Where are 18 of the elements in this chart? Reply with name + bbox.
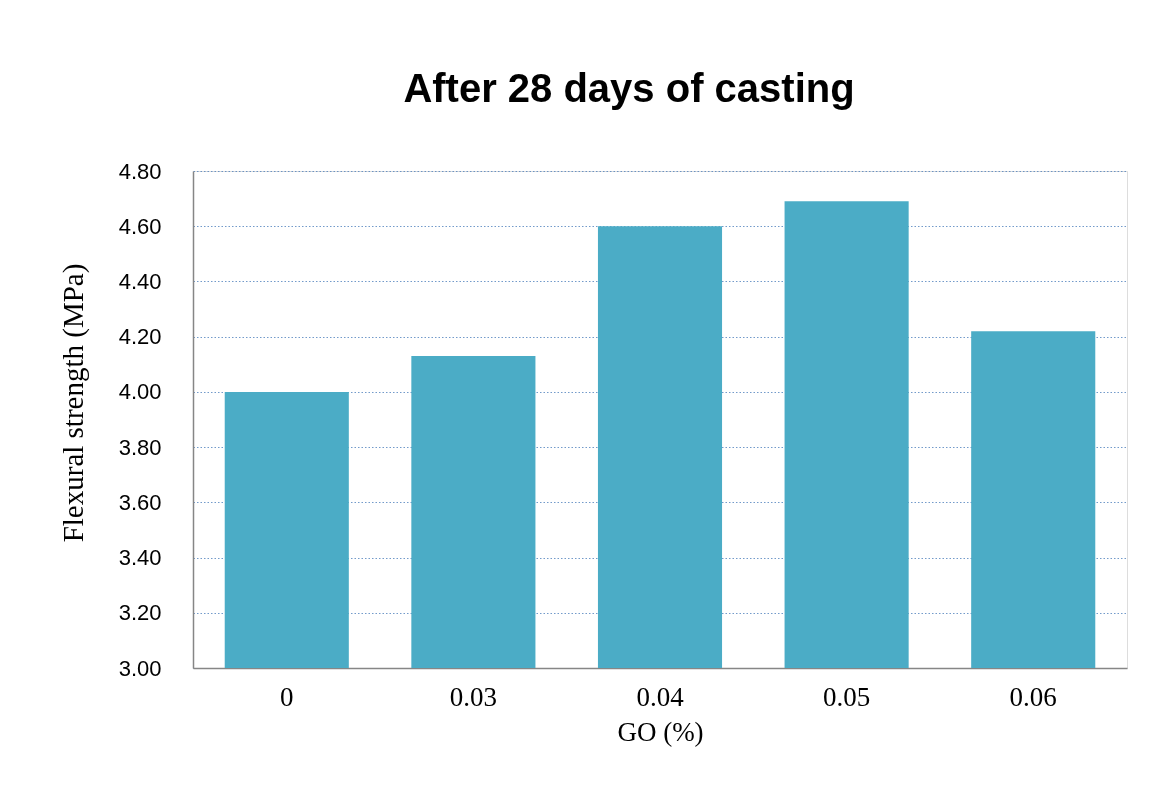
x-tick-label: 0.03 (449, 681, 498, 712)
x-tick-label: 0.05 (822, 681, 871, 712)
x-tick-label: 0.06 (1009, 681, 1057, 712)
y-tick-label: 4.20 (118, 324, 162, 350)
y-tick-label: 3.00 (118, 655, 162, 681)
y-tick-label: 3.80 (118, 434, 162, 460)
y-tick-label: 3.40 (118, 545, 162, 571)
x-tick-label: 0.04 (636, 681, 685, 712)
y-tick-label: 3.20 (118, 600, 162, 626)
chart-title: After 28 days of casting (403, 66, 855, 110)
y-tick-label: 4.80 (118, 158, 162, 184)
y-tick-label: 4.60 (118, 213, 162, 239)
x-axis-title: GO (%) (617, 716, 704, 747)
x-tick-label: 0 (280, 681, 294, 712)
y-tick-label: 4.40 (118, 268, 162, 294)
y-tick-label: 3.60 (118, 489, 162, 515)
y-axis-title: Flexural strength (MPa) (56, 263, 90, 543)
y-tick-label: 4.00 (118, 379, 162, 405)
